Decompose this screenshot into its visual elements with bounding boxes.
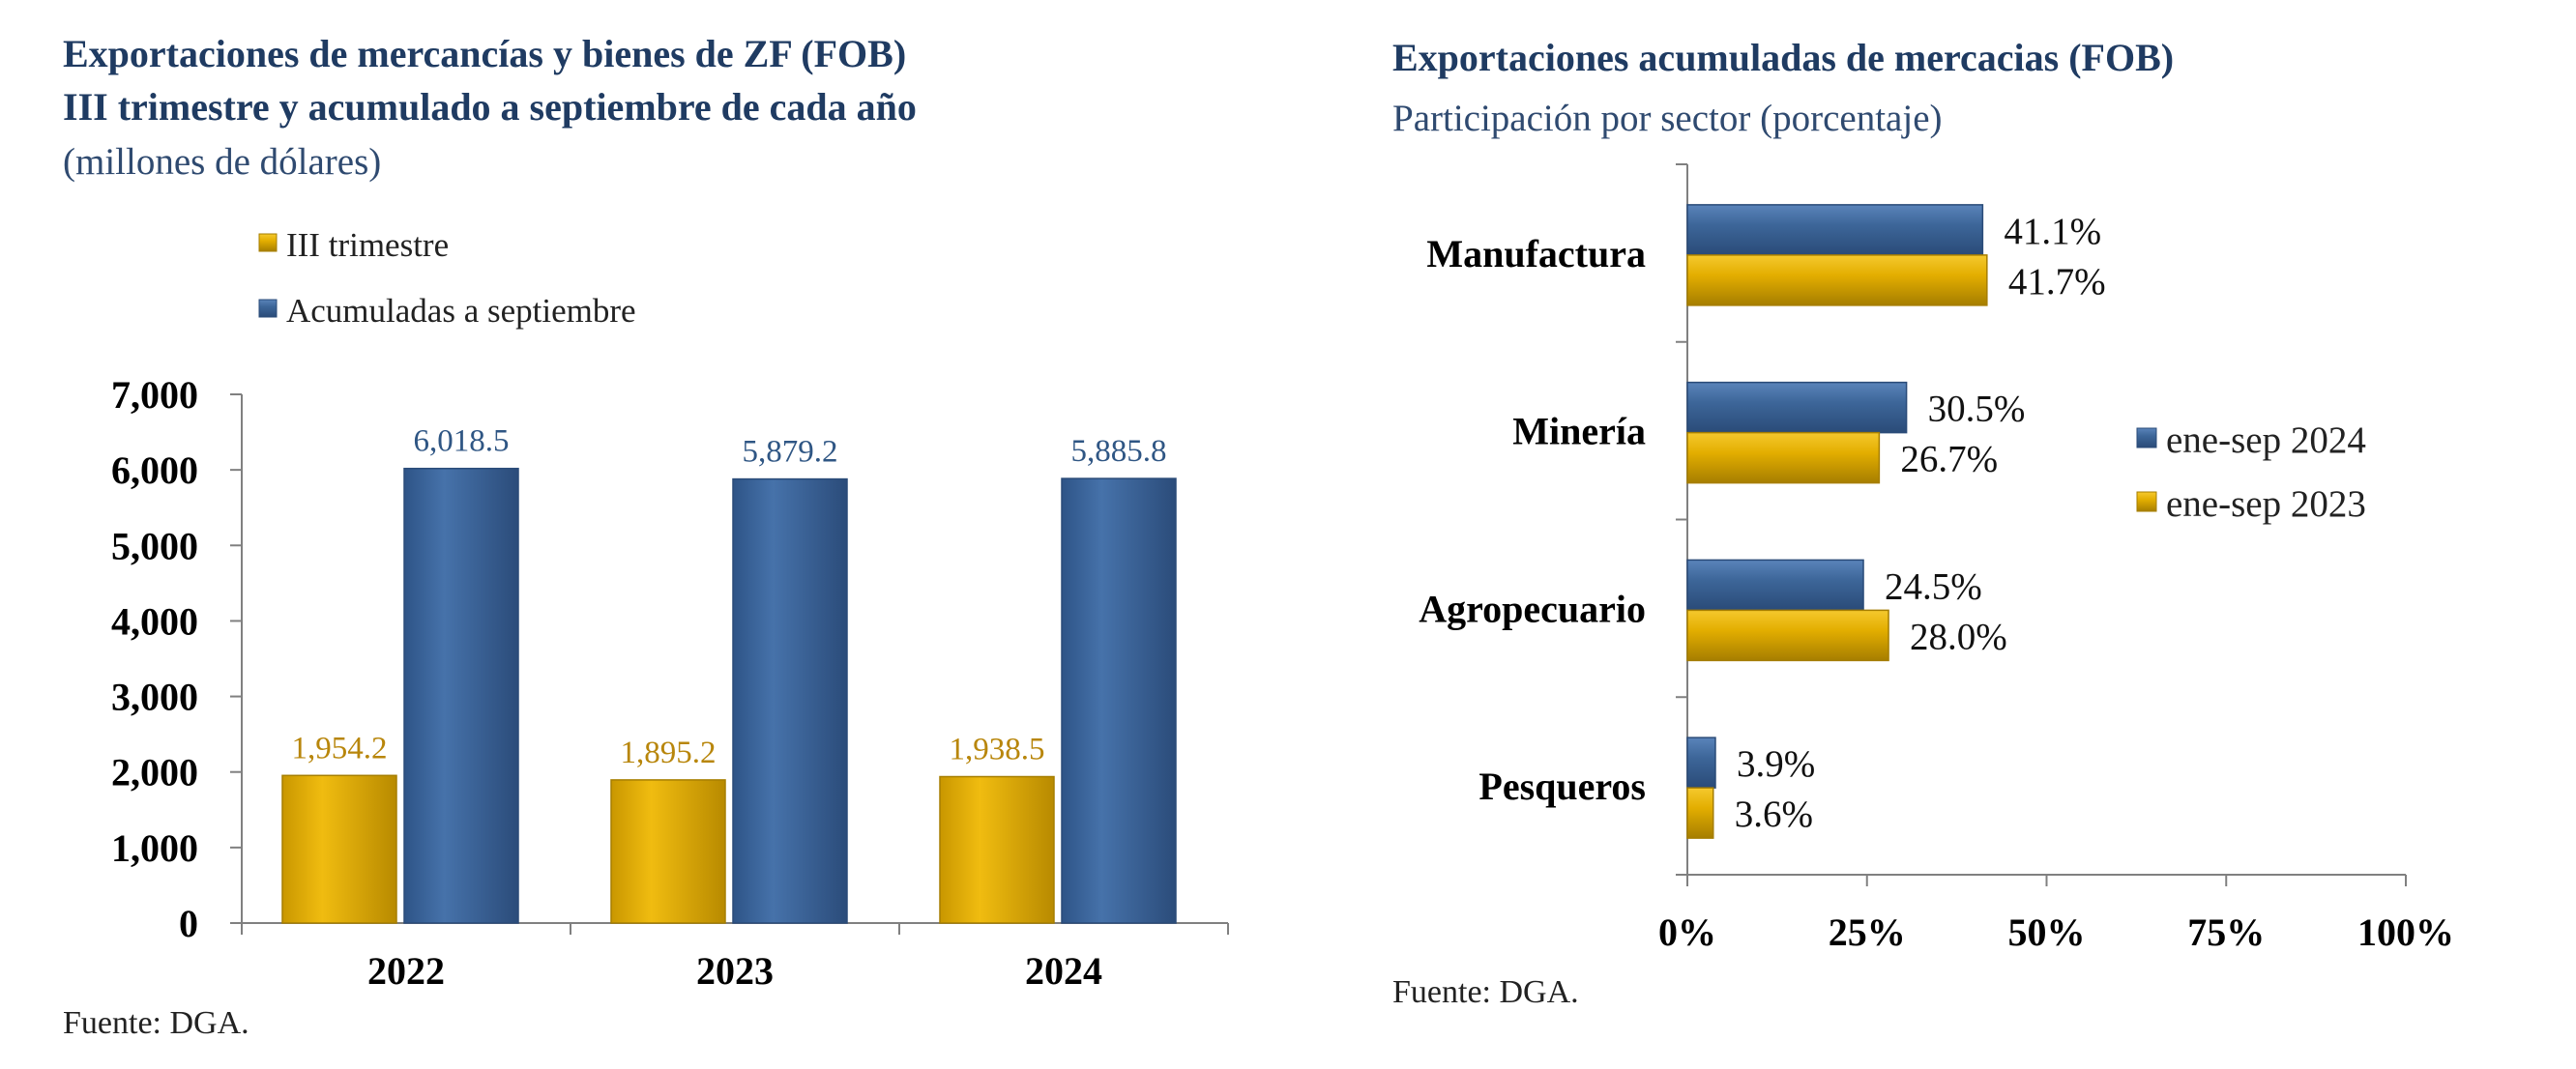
- legend-label: ene-sep 2024: [2166, 419, 2366, 461]
- legend-label: III trimestre: [286, 226, 449, 264]
- data-label-acumuladas: 6,018.5: [414, 424, 510, 459]
- x-category-label: 2024: [1025, 949, 1102, 993]
- x-tick-label: 100%: [2357, 910, 2454, 954]
- category-label: Minería: [1512, 410, 1646, 453]
- bar-iii-trimestre: [281, 774, 397, 924]
- bar-ene-sep-2024: [1686, 204, 1984, 256]
- right-chart-subtitle: Participación por sector (porcentaje): [1392, 98, 1943, 139]
- data-label-2024: 30.5%: [1928, 389, 2026, 430]
- bar-ene-sep-2024: [1686, 737, 1716, 789]
- y-tick-label: 4,000: [111, 599, 198, 643]
- bar-ene-sep-2023: [1686, 254, 1988, 306]
- legend-swatch: [258, 299, 278, 318]
- data-label-2024: 24.5%: [1885, 565, 1982, 607]
- bar-iii-trimestre: [939, 775, 1055, 924]
- y-tick-label: 0: [179, 902, 198, 945]
- legend-swatch: [2136, 427, 2157, 448]
- data-label-2024: 3.9%: [1737, 743, 1815, 785]
- x-tick-label: 50%: [2008, 910, 2086, 954]
- x-tick-label: 0%: [1658, 910, 1716, 954]
- data-label-iii-trimestre: 1,938.5: [950, 733, 1045, 767]
- data-label-2023: 3.6%: [1735, 794, 1813, 835]
- data-label-iii-trimestre: 1,954.2: [292, 731, 388, 766]
- legend-swatch: [258, 233, 278, 252]
- data-label-acumuladas: 5,885.8: [1071, 434, 1167, 469]
- left-chart-title-line2: III trimestre y acumulado a septiembre d…: [63, 85, 917, 129]
- data-label-2023: 26.7%: [1900, 439, 1998, 480]
- right-chart-source: Fuente: DGA.: [1392, 974, 1579, 1010]
- legend-label: Acumuladas a septiembre: [286, 292, 636, 330]
- bar-ene-sep-2024: [1686, 559, 1864, 612]
- y-tick-label: 7,000: [111, 373, 198, 417]
- y-tick-label: 3,000: [111, 676, 198, 719]
- bar-ene-sep-2023: [1686, 787, 1714, 839]
- bar-iii-trimestre: [610, 779, 726, 924]
- left-chart-title-line1: Exportaciones de mercancías y bienes de …: [63, 32, 907, 75]
- x-category-label: 2023: [696, 949, 774, 993]
- data-label-2024: 41.1%: [2004, 211, 2101, 252]
- right-chart-title: Exportaciones acumuladas de mercacias (F…: [1392, 36, 2175, 79]
- bar-acumuladas: [403, 467, 519, 924]
- y-tick-label: 6,000: [111, 448, 198, 492]
- left-bar-chart: 0 1,000 2,000 3,000 4,000 5,000 6,000 7,000 2022…: [111, 226, 1229, 993]
- y-tick-label: 2,000: [111, 751, 198, 795]
- bar-acumuladas: [1061, 477, 1177, 924]
- category-label: Agropecuario: [1419, 587, 1646, 630]
- bar-ene-sep-2024: [1686, 381, 1908, 434]
- left-chart-source: Fuente: DGA.: [63, 1005, 249, 1041]
- data-label-iii-trimestre: 1,895.2: [621, 736, 717, 770]
- bar-acumuladas: [732, 477, 848, 924]
- y-tick-label: 1,000: [111, 826, 198, 870]
- bar-ene-sep-2023: [1686, 431, 1881, 484]
- legend-label: ene-sep 2023: [2166, 483, 2366, 525]
- data-label-acumuladas: 5,879.2: [743, 435, 838, 470]
- category-label: Pesqueros: [1478, 765, 1646, 808]
- y-tick-label: 5,000: [111, 524, 198, 567]
- right-bar-chart: 0% 25% 50% 75% 100% Manufactura 41.1% 41.7% Mine…: [1419, 163, 2454, 954]
- legend-swatch: [2136, 491, 2157, 512]
- left-chart-subtitle: (millones de dólares): [63, 141, 382, 183]
- x-category-label: 2022: [367, 949, 445, 993]
- data-label-2023: 28.0%: [1910, 616, 2007, 657]
- data-label-2023: 41.7%: [2008, 261, 2106, 303]
- bar-ene-sep-2023: [1686, 609, 1889, 662]
- x-tick-label: 75%: [2187, 910, 2265, 954]
- x-tick-label: 25%: [1829, 910, 1906, 954]
- category-label: Manufactura: [1426, 232, 1646, 275]
